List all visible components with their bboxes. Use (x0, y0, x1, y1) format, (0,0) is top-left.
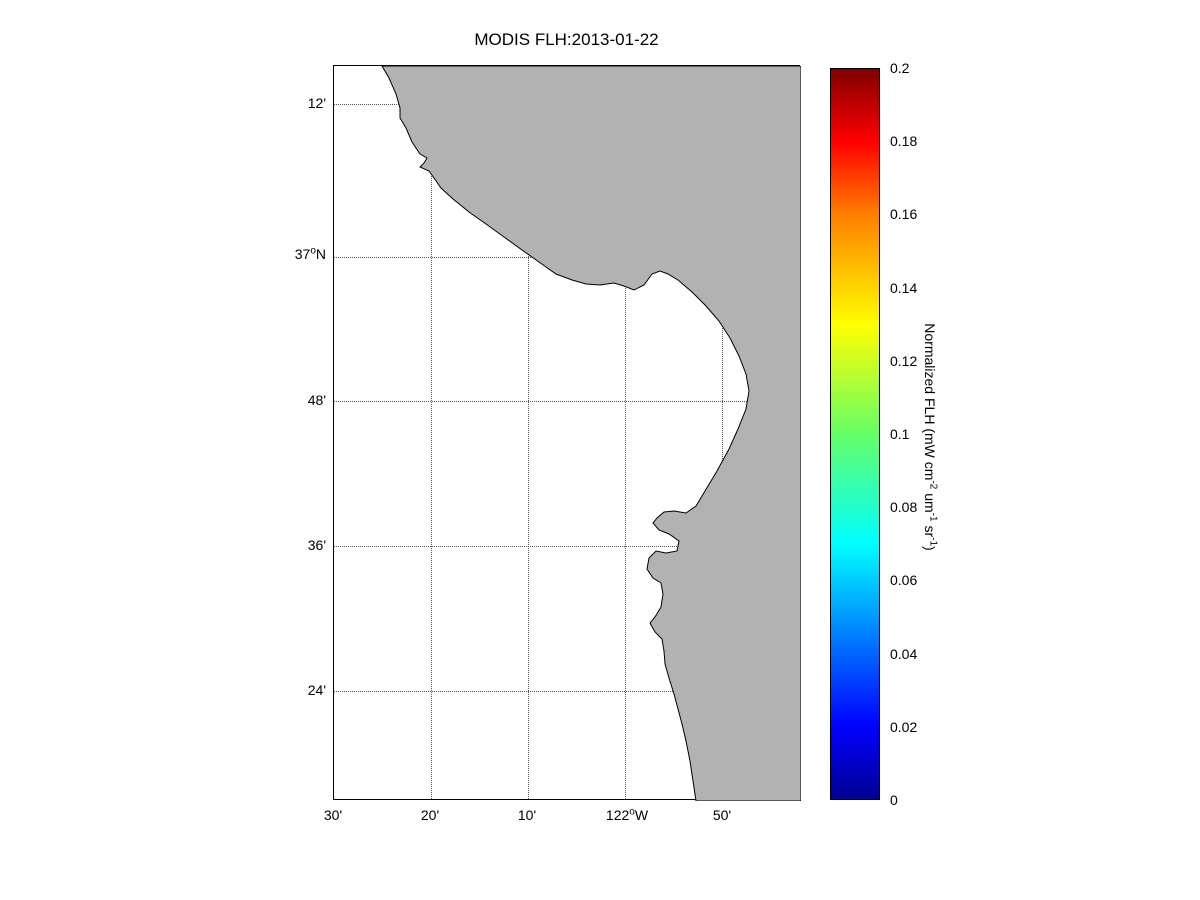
plot-title: MODIS FLH:2013-01-22 (474, 30, 659, 49)
y-tick-label-degrees: 37oN (294, 245, 326, 262)
x-tick-label: 50' (712, 807, 732, 823)
gridline-horizontal (334, 691, 799, 692)
exponent: -2 (927, 480, 939, 490)
colorbar-tick: 0 (890, 791, 898, 808)
gridline-horizontal (334, 401, 799, 402)
colorbar-tick: 0.12 (890, 352, 918, 369)
exponent: -1 (927, 537, 939, 547)
y-tick-label: 24' (307, 682, 326, 698)
x-tick-label-degrees: 122oW (605, 806, 649, 823)
map-plot-area (333, 65, 801, 801)
x-tick-label: 10' (517, 807, 537, 823)
x-tick-label: 20' (420, 807, 440, 823)
colorbar-tick-labels: 0.2 0.18 0.16 0.14 0.12 0.1 0.08 0.06 0.… (890, 60, 940, 808)
colorbar-tick: 0.1 (890, 425, 910, 442)
colorbar-tick: 0.2 (890, 60, 910, 76)
colorbar (830, 68, 880, 800)
colorbar-tick: 0.14 (890, 279, 918, 296)
gridline-vertical (431, 66, 432, 799)
x-tick-label: 30' (323, 807, 343, 823)
colorbar-tick: 0.02 (890, 718, 918, 735)
y-tick-label: 48' (307, 392, 326, 408)
colorbar-tick: 0.04 (890, 645, 918, 662)
colorbar-axis-label: Normalized FLH (mW cm-2 um-1 sr-1) (922, 323, 939, 551)
land-polygon (381, 66, 801, 801)
gridline-vertical (625, 66, 626, 799)
colorbar-tick: 0.08 (890, 499, 918, 516)
gridline-vertical (528, 66, 529, 799)
y-tick-label: 36' (307, 537, 326, 553)
gridline-horizontal (334, 546, 799, 547)
y-tick-label: 12' (307, 95, 326, 111)
degree-superscript: o (310, 245, 316, 257)
gridline-vertical (722, 66, 723, 799)
colorbar-tick: 0.18 (890, 133, 918, 150)
degree-superscript: o (629, 806, 635, 818)
colorbar-tick: 0.16 (890, 206, 918, 223)
coastline-land-svg (381, 66, 801, 801)
exponent: -1 (927, 512, 939, 522)
colorbar-tick: 0.06 (890, 572, 918, 589)
